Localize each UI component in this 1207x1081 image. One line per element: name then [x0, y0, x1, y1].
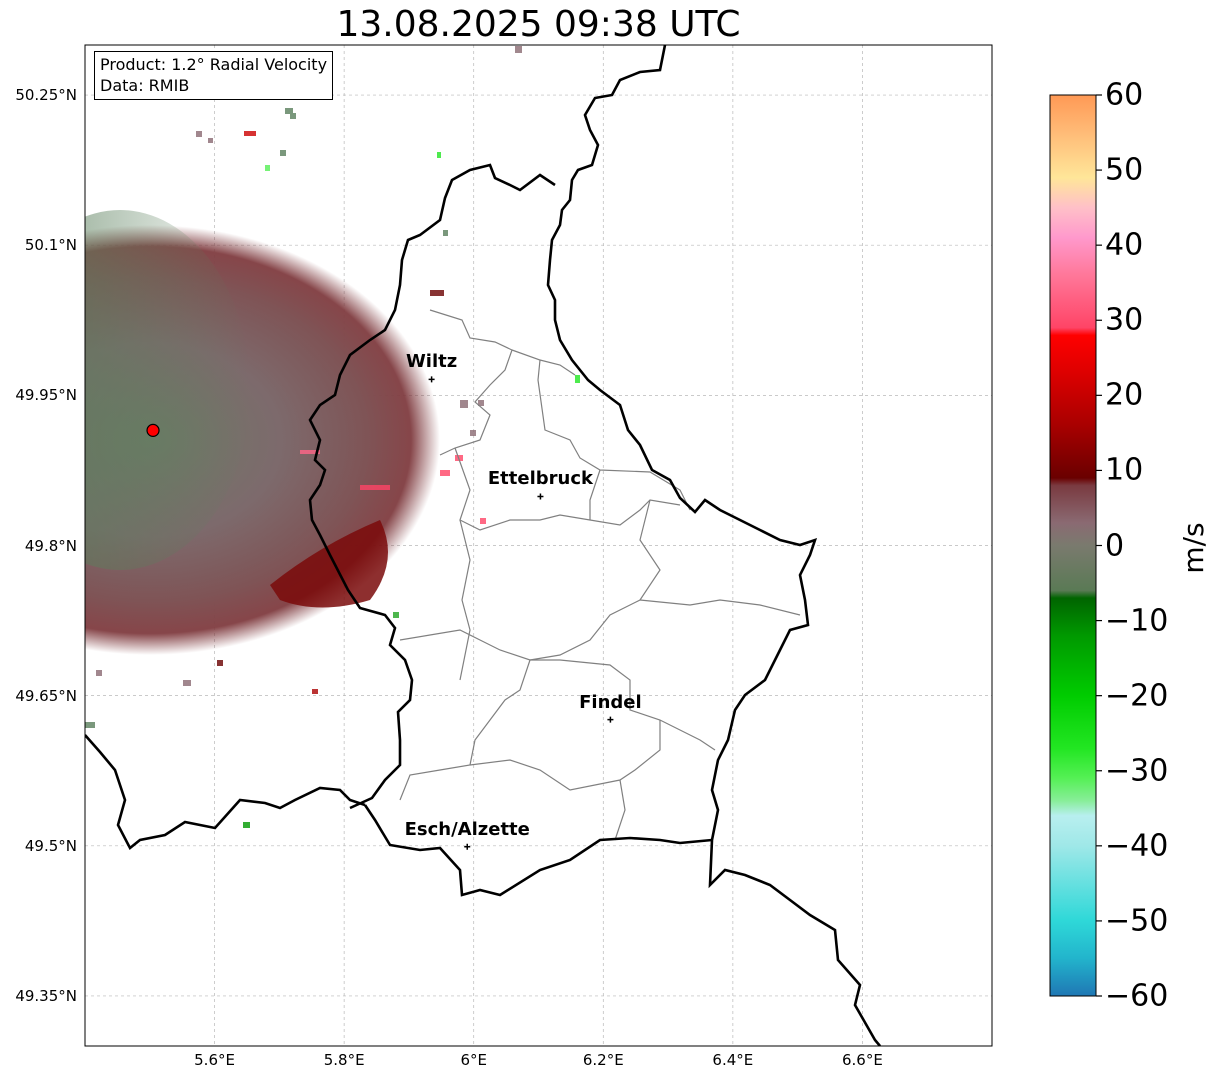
city-markers — [428, 376, 614, 850]
country-borders — [85, 45, 881, 1046]
colorbar-tick-label: 60 — [1105, 77, 1144, 113]
colorbar-ticks — [1096, 94, 1102, 997]
city-marker — [537, 493, 544, 500]
data-source-label: Data: RMIB — [100, 76, 190, 95]
lon-tick-label: 6.6°E — [842, 1051, 883, 1069]
district-boundaries — [399, 309, 801, 841]
map-title: 13.08.2025 09:38 UTC — [336, 4, 741, 45]
city-marker — [464, 843, 471, 850]
colorbar-tick-label: −40 — [1105, 828, 1169, 864]
lon-tick-label: 6.2°E — [582, 1051, 624, 1069]
lat-tick-label: 50.1°N — [24, 236, 77, 255]
product-info-box: Product: 1.2° Radial Velocity Data: RMIB — [94, 51, 334, 100]
colorbar — [1049, 94, 1097, 997]
radar-echo-layer — [85, 46, 580, 828]
lat-tick-label: 49.35°N — [15, 986, 77, 1005]
radar-echo-west-green — [85, 210, 250, 570]
colorbar-tick-label: 50 — [1105, 152, 1144, 188]
city-label: Wiltz — [405, 351, 458, 373]
product-label: Product: 1.2° Radial Velocity — [100, 55, 328, 74]
colorbar-tick-label: −50 — [1105, 903, 1169, 939]
colorbar-tick-label: 40 — [1105, 227, 1144, 263]
lat-tick-label: 50.25°N — [15, 86, 77, 105]
city-label: Ettelbruck — [487, 468, 593, 490]
lat-tick-label: 49.8°N — [24, 536, 77, 555]
colorbar-unit-label: m/s — [1177, 522, 1207, 574]
colorbar-tick-label: −20 — [1105, 678, 1169, 714]
colorbar-tick-label: 30 — [1105, 302, 1144, 338]
colorbar-tick-label: 20 — [1105, 377, 1144, 413]
lon-tick-label: 5.8°E — [323, 1051, 365, 1069]
lat-tick-label: 49.95°N — [15, 386, 77, 405]
colorbar-tick-label: −60 — [1105, 978, 1169, 1014]
radar-site-marker — [146, 423, 160, 437]
city-label: Findel — [579, 691, 642, 713]
city-marker — [428, 376, 435, 383]
colorbar-tick-label: −30 — [1105, 753, 1169, 789]
radar-echo-southeast-darkred — [270, 520, 388, 608]
lon-tick-label: 6°E — [460, 1051, 487, 1069]
lat-tick-label: 49.65°N — [15, 686, 77, 705]
lat-tick-label: 49.5°N — [24, 836, 77, 855]
colorbar-tick-label: −10 — [1105, 603, 1169, 639]
colorbar-tick-label: 10 — [1105, 452, 1144, 488]
city-marker — [607, 716, 614, 723]
city-label: Esch/Alzette — [404, 818, 530, 840]
lon-tick-label: 6.4°E — [712, 1051, 754, 1069]
lon-tick-label: 5.6°E — [194, 1051, 235, 1069]
plot-frame — [84, 44, 993, 1047]
colorbar-tick-label: 0 — [1105, 528, 1125, 563]
